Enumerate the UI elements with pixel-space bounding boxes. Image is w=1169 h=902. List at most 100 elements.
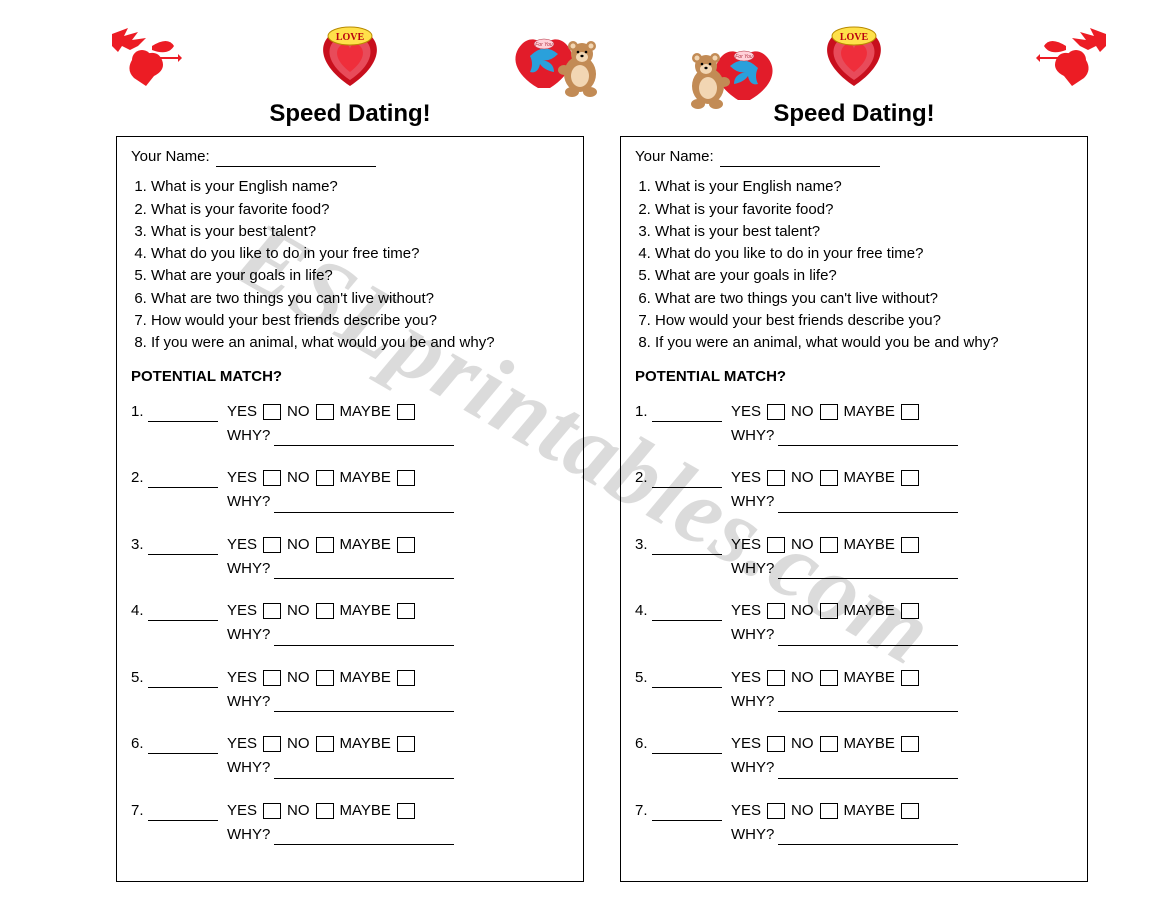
why-blank[interactable] — [274, 499, 454, 513]
match-name-blank[interactable] — [148, 807, 218, 821]
why-blank[interactable] — [274, 565, 454, 579]
maybe-label: MAYBE — [844, 402, 895, 422]
why-blank[interactable] — [778, 632, 958, 646]
yes-checkbox[interactable] — [263, 736, 281, 752]
why-blank[interactable] — [778, 565, 958, 579]
yes-checkbox[interactable] — [263, 803, 281, 819]
no-checkbox[interactable] — [316, 670, 334, 686]
why-blank[interactable] — [778, 698, 958, 712]
maybe-checkbox[interactable] — [901, 470, 919, 486]
maybe-checkbox[interactable] — [901, 803, 919, 819]
match-name-blank[interactable] — [148, 474, 218, 488]
match-number: 3. — [131, 535, 227, 580]
no-checkbox[interactable] — [316, 603, 334, 619]
match-name-blank[interactable] — [652, 541, 722, 555]
yes-checkbox[interactable] — [263, 603, 281, 619]
why-blank[interactable] — [274, 765, 454, 779]
match-name-blank[interactable] — [652, 607, 722, 621]
match-name-blank[interactable] — [652, 807, 722, 821]
yes-label: YES — [227, 668, 257, 688]
no-checkbox[interactable] — [316, 537, 334, 553]
why-blank[interactable] — [274, 632, 454, 646]
name-row: Your Name: — [635, 147, 1073, 167]
yes-label: YES — [227, 734, 257, 754]
yes-label: YES — [731, 468, 761, 488]
why-label: WHY? — [227, 759, 270, 776]
yes-checkbox[interactable] — [767, 537, 785, 553]
name-row: Your Name: — [131, 147, 569, 167]
maybe-checkbox[interactable] — [397, 803, 415, 819]
maybe-checkbox[interactable] — [397, 736, 415, 752]
no-checkbox[interactable] — [820, 803, 838, 819]
match-row: 1. YES NO MAYBE WHY? — [131, 402, 569, 447]
maybe-checkbox[interactable] — [901, 537, 919, 553]
no-checkbox[interactable] — [316, 736, 334, 752]
why-line: WHY? — [227, 492, 569, 512]
match-name-blank[interactable] — [148, 541, 218, 555]
match-name-blank[interactable] — [652, 674, 722, 688]
yes-checkbox[interactable] — [263, 404, 281, 420]
maybe-checkbox[interactable] — [901, 670, 919, 686]
bear-heart-icon: For You — [682, 38, 778, 121]
maybe-checkbox[interactable] — [901, 603, 919, 619]
match-number: 2. — [635, 468, 731, 513]
why-blank[interactable] — [778, 499, 958, 513]
why-blank[interactable] — [778, 765, 958, 779]
match-number: 4. — [131, 601, 227, 646]
yes-checkbox[interactable] — [263, 470, 281, 486]
maybe-checkbox[interactable] — [397, 537, 415, 553]
why-line: WHY? — [731, 625, 1073, 645]
no-checkbox[interactable] — [316, 803, 334, 819]
match-name-blank[interactable] — [652, 740, 722, 754]
match-options: YES NO MAYBE WHY? — [731, 468, 1073, 513]
match-name-blank[interactable] — [652, 408, 722, 422]
no-checkbox[interactable] — [820, 736, 838, 752]
no-checkbox[interactable] — [316, 470, 334, 486]
why-blank[interactable] — [274, 831, 454, 845]
match-row: 6. YES NO MAYBE WHY? — [635, 734, 1073, 779]
maybe-label: MAYBE — [340, 402, 391, 422]
yes-label: YES — [731, 668, 761, 688]
yes-checkbox[interactable] — [767, 603, 785, 619]
match-name-blank[interactable] — [652, 474, 722, 488]
name-blank[interactable] — [720, 153, 880, 167]
name-blank[interactable] — [216, 153, 376, 167]
match-row: 3. YES NO MAYBE WHY? — [635, 535, 1073, 580]
maybe-checkbox[interactable] — [901, 736, 919, 752]
why-blank[interactable] — [778, 432, 958, 446]
maybe-checkbox[interactable] — [397, 670, 415, 686]
yes-checkbox[interactable] — [767, 404, 785, 420]
maybe-checkbox[interactable] — [397, 404, 415, 420]
no-checkbox[interactable] — [820, 603, 838, 619]
maybe-checkbox[interactable] — [397, 470, 415, 486]
match-options: YES NO MAYBE WHY? — [227, 468, 569, 513]
yes-checkbox[interactable] — [767, 470, 785, 486]
maybe-checkbox[interactable] — [397, 603, 415, 619]
no-checkbox[interactable] — [820, 537, 838, 553]
yes-checkbox[interactable] — [767, 670, 785, 686]
why-blank[interactable] — [778, 831, 958, 845]
match-number: 1. — [131, 402, 227, 447]
match-name-blank[interactable] — [148, 674, 218, 688]
no-checkbox[interactable] — [820, 470, 838, 486]
match-name-blank[interactable] — [148, 740, 218, 754]
yes-checkbox[interactable] — [263, 537, 281, 553]
yes-label: YES — [731, 535, 761, 555]
match-row: 5. YES NO MAYBE WHY? — [635, 668, 1073, 713]
match-name-blank[interactable] — [148, 607, 218, 621]
why-label: WHY? — [731, 826, 774, 843]
question-item: What do you like to do in your free time… — [151, 244, 569, 264]
yes-checkbox[interactable] — [263, 670, 281, 686]
yes-checkbox[interactable] — [767, 736, 785, 752]
no-checkbox[interactable] — [820, 670, 838, 686]
match-name-blank[interactable] — [148, 408, 218, 422]
why-blank[interactable] — [274, 432, 454, 446]
no-checkbox[interactable] — [316, 404, 334, 420]
maybe-label: MAYBE — [340, 668, 391, 688]
maybe-checkbox[interactable] — [901, 404, 919, 420]
question-list: What is your English name? What is your … — [635, 177, 1073, 353]
no-checkbox[interactable] — [820, 404, 838, 420]
why-blank[interactable] — [274, 698, 454, 712]
yes-checkbox[interactable] — [767, 803, 785, 819]
match-row: 2. YES NO MAYBE WHY? — [131, 468, 569, 513]
